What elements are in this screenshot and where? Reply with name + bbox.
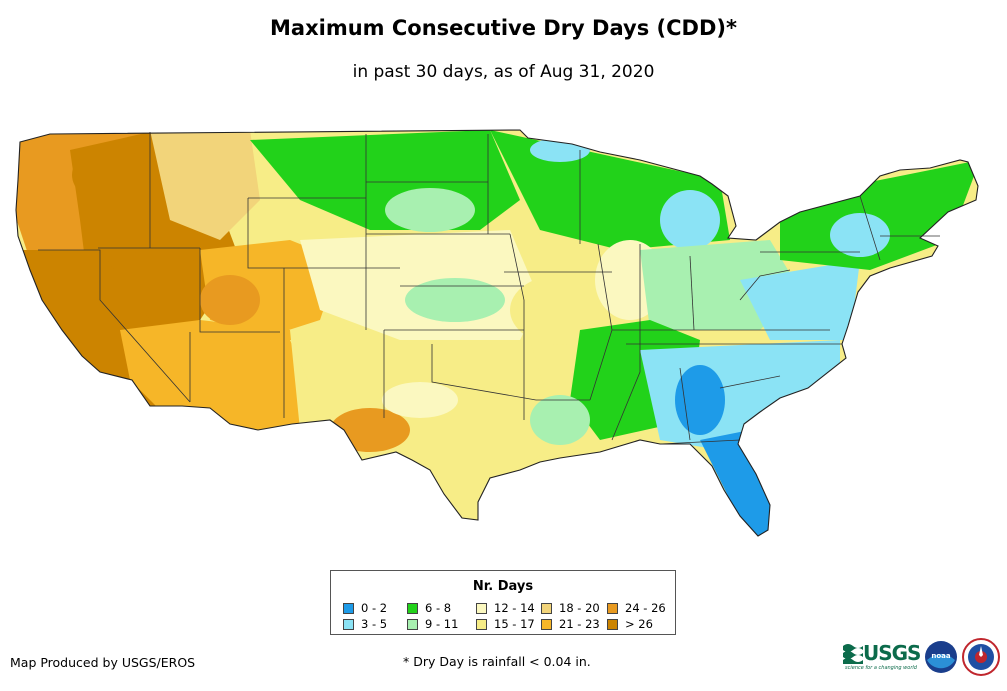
region-florida: [700, 430, 780, 536]
legend-item: 24 - 26: [607, 601, 666, 615]
legend-label: > 26: [625, 617, 653, 631]
legend-label: 6 - 8: [425, 601, 452, 615]
legend-label: 21 - 23: [559, 617, 600, 631]
legend-item: 0 - 2: [343, 601, 387, 615]
legend-item: 15 - 17: [476, 617, 535, 631]
region-great-lakes: [660, 190, 720, 250]
legend-swatch: [541, 603, 552, 614]
region-kansas-green: [405, 278, 505, 322]
region-minnesota-blue: [530, 138, 590, 162]
region-west-texas: [382, 382, 458, 418]
legend-swatch: [343, 603, 354, 614]
usgs-wave-icon: [843, 644, 863, 664]
legend-swatch: [607, 603, 618, 614]
usgs-logo-text: USGS: [863, 641, 921, 665]
region-missouri-dry: [510, 275, 610, 345]
map-subtitle: in past 30 days, as of Aug 31, 2020: [352, 62, 655, 82]
region-ne-teal: [830, 213, 890, 257]
noaa-logo-text: noaa: [931, 652, 951, 660]
map-legend: Nr. Days 0 - 2 3 - 5 6 - 8 9 - 11 12 - 14 15 …: [330, 570, 676, 635]
region-mid-atlantic: [740, 260, 860, 340]
legend-swatch: [407, 603, 418, 614]
legend-item: 6 - 8: [407, 601, 451, 615]
legend-item: 9 - 11: [407, 617, 458, 631]
legend-swatch: [607, 619, 618, 630]
region-georgia-blue: [675, 365, 725, 435]
legend-swatch: [407, 619, 418, 630]
legend-item: 21 - 23: [541, 617, 600, 631]
legend-label: 3 - 5: [361, 617, 388, 631]
region-southern-plains: [290, 340, 560, 500]
usgs-logo: USGS science for a changing world: [843, 640, 921, 676]
cdd-map: [15, 129, 979, 537]
legend-label: 15 - 17: [494, 617, 535, 631]
legend-item: 3 - 5: [343, 617, 387, 631]
dry-day-footnote: * Dry Day is rainfall < 0.04 in.: [403, 654, 591, 669]
region-northern-rockies: [150, 130, 260, 240]
legend-swatch: [476, 603, 487, 614]
region-utah-dry: [120, 245, 200, 315]
region-rockies-orange: [72, 147, 148, 203]
noaa-logo: noaa: [925, 641, 957, 673]
legend-item: > 26: [607, 617, 653, 631]
map-title: Maximum Consecutive Dry Days (CDD)*: [270, 16, 737, 40]
legend-item: 12 - 14: [476, 601, 535, 615]
legend-swatch: [541, 619, 552, 630]
nws-logo: [962, 638, 1000, 676]
region-nevada-dry: [200, 275, 260, 325]
legend-label: 9 - 11: [425, 617, 459, 631]
region-dakota-light: [385, 188, 475, 232]
legend-title: Nr. Days: [472, 579, 534, 594]
region-desert-southwest: [120, 320, 300, 430]
legend-item: 18 - 20: [541, 601, 600, 615]
legend-label: 24 - 26: [625, 601, 666, 615]
usgs-tagline: science for a changing world: [845, 665, 917, 671]
legend-label: 12 - 14: [494, 601, 535, 615]
map-credit: Map Produced by USGS/EROS: [10, 655, 196, 670]
legend-swatch: [343, 619, 354, 630]
legend-swatch: [476, 619, 487, 630]
region-louisiana-light: [530, 395, 590, 445]
legend-label: 18 - 20: [559, 601, 600, 615]
legend-label: 0 - 2: [361, 601, 388, 615]
